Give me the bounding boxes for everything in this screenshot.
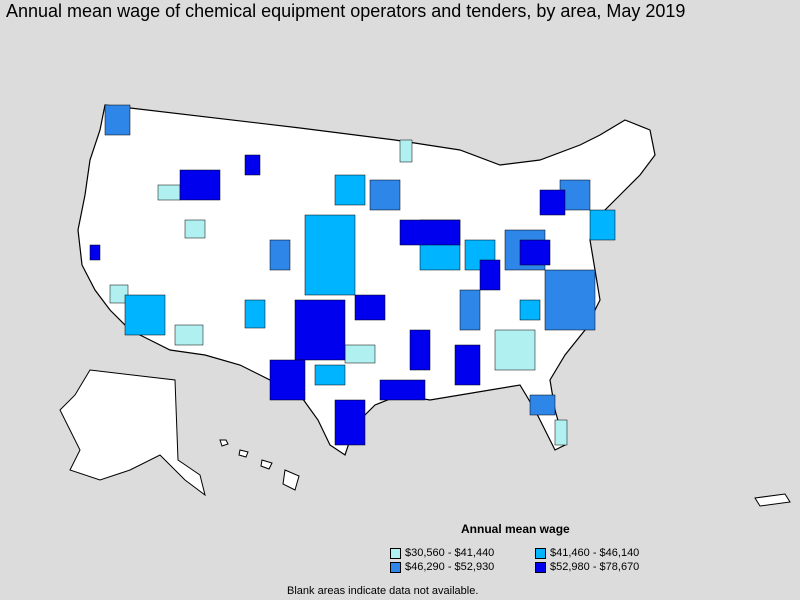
legend-swatch bbox=[390, 561, 401, 573]
wage-areas-tier4 bbox=[89, 154, 566, 446]
wage-areas-tier3 bbox=[104, 104, 596, 416]
data-availability-note: Blank areas indicate data not available. bbox=[287, 585, 479, 597]
legend-swatch bbox=[535, 547, 546, 559]
puerto-rico-shape bbox=[754, 493, 791, 507]
legend-label: $52,980 - $78,670 bbox=[550, 561, 640, 573]
legend-label: $30,560 - $41,440 bbox=[405, 547, 495, 559]
legend-label: $46,290 - $52,930 bbox=[405, 561, 495, 573]
legend-item-tier4: $52,980 - $78,670 bbox=[535, 561, 639, 573]
wage-areas-tier1 bbox=[109, 139, 568, 446]
legend-swatch bbox=[390, 547, 401, 559]
legend-swatch bbox=[535, 561, 546, 573]
hawaii-shape bbox=[219, 439, 300, 491]
map-title: Annual mean wage of chemical equipment o… bbox=[6, 1, 686, 21]
legend-title: Annual mean wage bbox=[461, 522, 570, 536]
legend-label: $41,460 - $46,140 bbox=[550, 547, 640, 559]
legend-item-tier3: $46,290 - $52,930 bbox=[390, 561, 494, 573]
legend-item-tier2: $41,460 - $46,140 bbox=[535, 547, 639, 559]
alaska-shape bbox=[59, 369, 206, 497]
legend-item-tier1: $30,560 - $41,440 bbox=[390, 547, 494, 559]
